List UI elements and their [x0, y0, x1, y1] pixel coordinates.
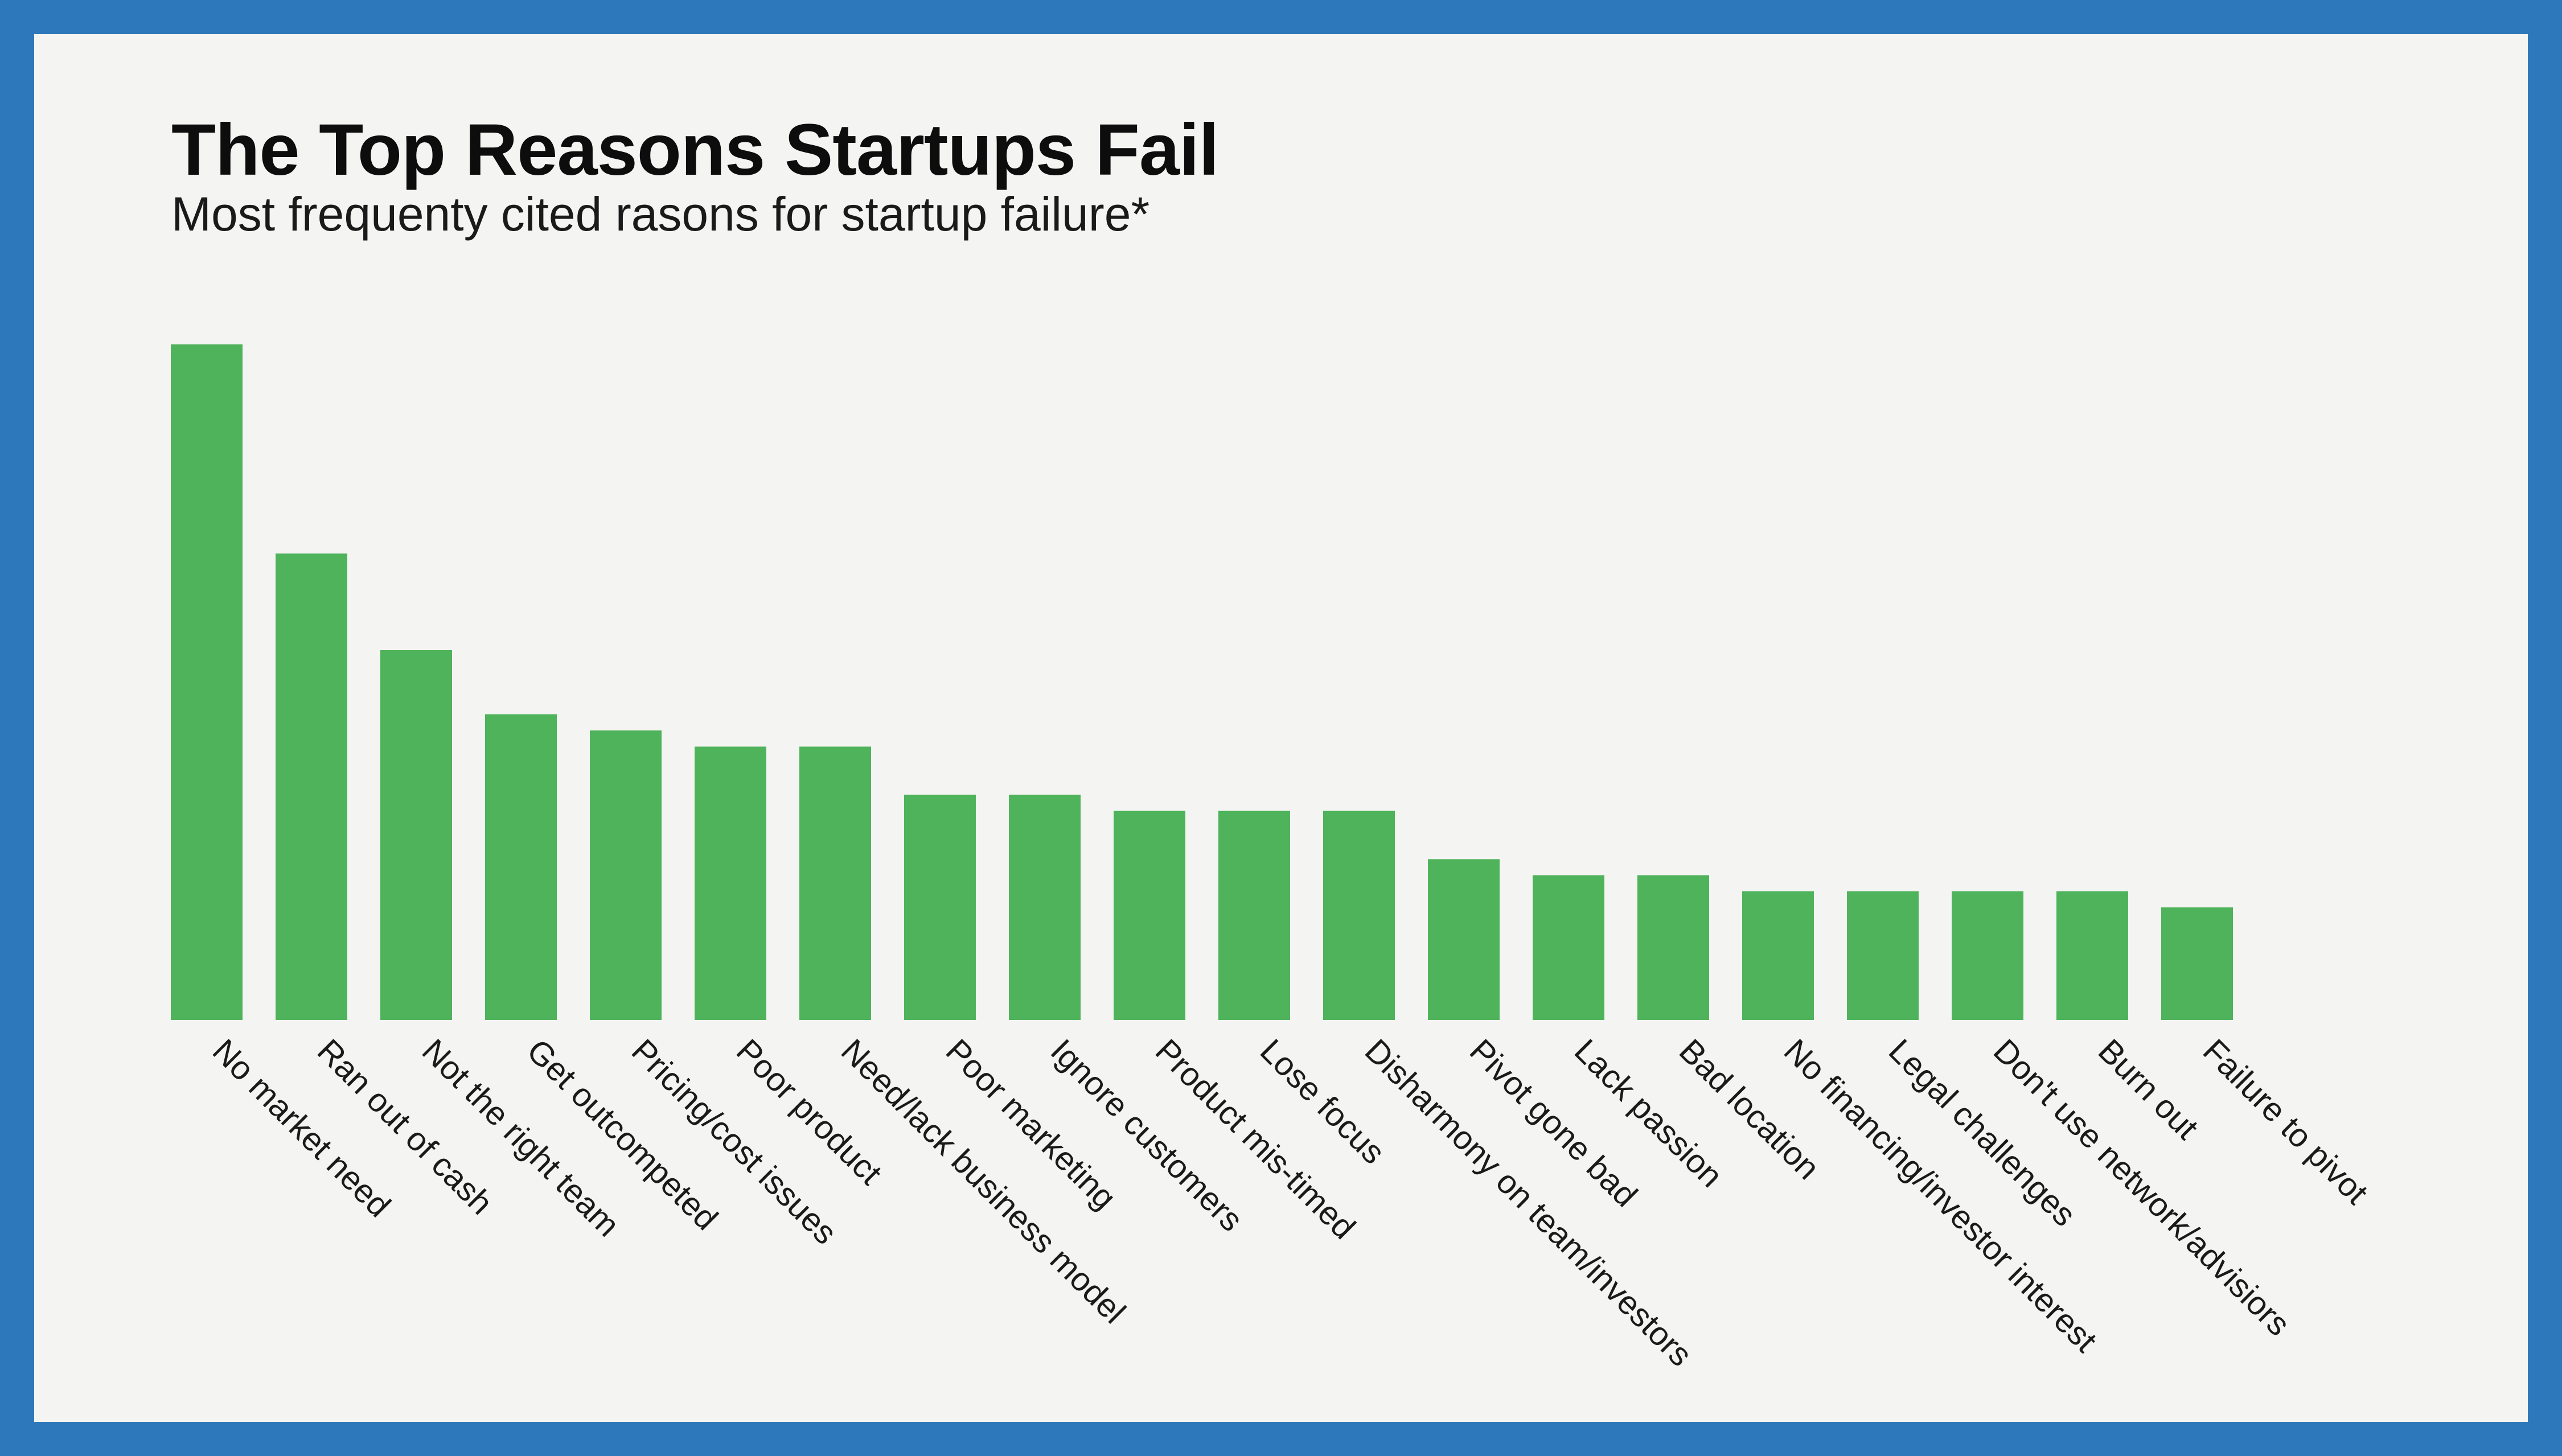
bar-15: [1637, 875, 1709, 1020]
bar-8: [904, 795, 976, 1020]
chart-subtitle: Most frequenty cited rasons for startup …: [171, 187, 1150, 241]
x-tick-label: Legal challenges: [1882, 1032, 2083, 1233]
x-tick-label: Failure to pivot: [2196, 1032, 2375, 1211]
bar-12: [1323, 811, 1395, 1020]
bar-10: [1114, 811, 1185, 1020]
bar-7: [799, 746, 871, 1020]
chart-frame: The Top Reasons Startups Fail Most frequ…: [34, 34, 2528, 1422]
bar-9: [1009, 795, 1081, 1020]
x-tick-label: Product mis-timed: [1148, 1032, 1362, 1246]
x-tick-label: Get outcompeted: [520, 1032, 725, 1237]
x-tick-label: Ignore customers: [1044, 1032, 1250, 1239]
x-tick-label: Ran out of cash: [310, 1032, 500, 1221]
bar-14: [1533, 875, 1604, 1020]
bar-1: [171, 344, 243, 1020]
bar-17: [1847, 891, 1919, 1020]
bar-2: [276, 553, 347, 1020]
bar-3: [380, 650, 452, 1020]
bar-20: [2161, 907, 2233, 1020]
bar-4: [485, 714, 557, 1020]
x-tick-label: Not the right team: [415, 1032, 627, 1244]
bar-18: [1952, 891, 2023, 1020]
x-tick-label: Pricing/cost issues: [625, 1032, 844, 1252]
chart-title: The Top Reasons Startups Fail: [171, 109, 1219, 191]
bar-19: [2056, 891, 2128, 1020]
bar-16: [1742, 891, 1814, 1020]
bar-6: [695, 746, 766, 1020]
x-tick-label: No market need: [206, 1032, 398, 1224]
bar-5: [590, 730, 662, 1020]
bar-11: [1218, 811, 1290, 1020]
bar-13: [1428, 859, 1500, 1020]
